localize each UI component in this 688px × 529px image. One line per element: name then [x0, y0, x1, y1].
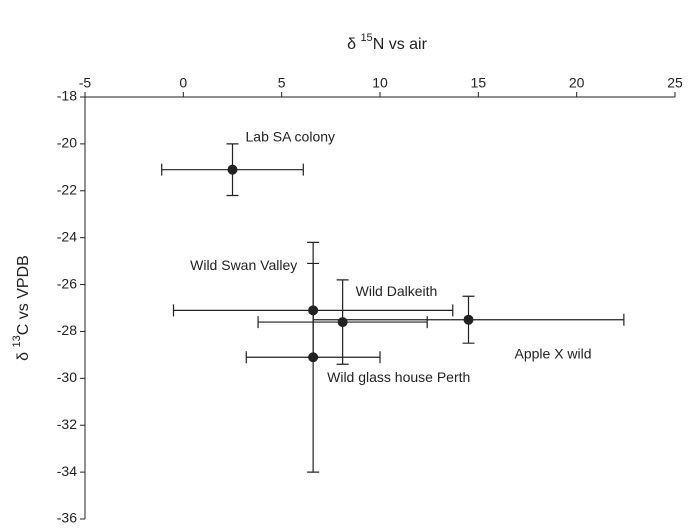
- y-tick-label: -32: [57, 416, 77, 432]
- y-tick-label: -22: [57, 181, 77, 197]
- y-axis-title-sup: 13: [11, 335, 23, 347]
- point: [463, 314, 474, 325]
- y-axis-title-rest: C vs VPDB: [15, 255, 32, 335]
- x-axis-title-rest: N vs air: [373, 36, 428, 53]
- y-tick-label: -30: [57, 369, 77, 385]
- x-tick-label: 5: [278, 75, 286, 91]
- point-label: Wild glass house Perth: [327, 369, 470, 385]
- x-tick-label: 20: [569, 75, 585, 91]
- point: [337, 317, 348, 328]
- x-axis-title-sup: 15: [360, 32, 372, 44]
- y-tick-label: -24: [57, 228, 77, 244]
- y-tick-label: -26: [57, 275, 77, 291]
- point-label: Wild Dalkeith: [356, 283, 438, 299]
- point-label: Lab SA colony: [246, 128, 336, 144]
- x-axis-title-prefix: δ: [347, 36, 360, 53]
- y-tick-label: -28: [57, 322, 77, 338]
- point-label: Wild Swan Valley: [190, 257, 297, 273]
- x-tick-label: 25: [667, 75, 683, 91]
- y-axis-title: δ 13C vs VPDB: [11, 255, 32, 361]
- x-tick-label: 10: [372, 75, 388, 91]
- y-tick-label: -18: [57, 88, 77, 104]
- y-tick-label: -34: [57, 463, 77, 479]
- y-axis-title-prefix: δ: [15, 347, 32, 360]
- point: [308, 352, 319, 363]
- point-label: Apple X wild: [515, 345, 592, 361]
- x-axis-title: δ 15N vs air: [347, 32, 428, 53]
- x-tick-label: -5: [79, 75, 92, 91]
- y-tick-label: -20: [57, 135, 77, 151]
- point: [227, 164, 238, 175]
- x-tick-label: 15: [471, 75, 487, 91]
- x-tick-label: 0: [179, 75, 187, 91]
- y-tick-label: -36: [57, 510, 77, 526]
